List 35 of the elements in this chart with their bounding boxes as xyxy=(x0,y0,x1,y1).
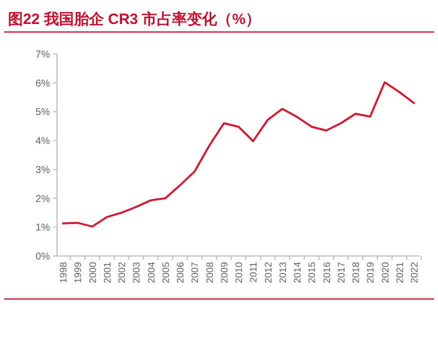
y-tick-label: 7% xyxy=(36,50,50,60)
x-tick-label: 2014 xyxy=(292,262,304,284)
x-tick-label: 2015 xyxy=(307,262,318,284)
x-tick-label: 1998 xyxy=(58,262,70,284)
x-tick-label: 2005 xyxy=(160,262,172,284)
x-tick-label: 2020 xyxy=(380,262,392,284)
x-tick-label: 2017 xyxy=(336,262,348,284)
x-tick-label: 2021 xyxy=(394,262,406,284)
y-tick-label: 5% xyxy=(36,107,50,118)
x-tick-label: 2013 xyxy=(278,262,289,284)
line-series xyxy=(62,81,415,228)
y-tick-label: 4% xyxy=(36,136,50,148)
x-tick-label: 2019 xyxy=(366,262,377,284)
x-tick-label: 1999 xyxy=(73,262,84,284)
x-tick-label: 2004 xyxy=(146,262,158,284)
y-tick-label: 0% xyxy=(36,252,50,262)
x-tick-label: 2018 xyxy=(351,262,362,284)
x-tick-label: 2001 xyxy=(102,262,114,284)
x-tick-label: 2009 xyxy=(219,262,230,284)
x-tick-label: 2008 xyxy=(204,262,216,284)
x-tick-label: 2022 xyxy=(410,262,420,284)
x-tick-label: 2000 xyxy=(88,262,99,284)
y-tick-label: 3% xyxy=(36,164,50,176)
y-tick-label: 1% xyxy=(36,222,50,234)
x-tick-label: 2012 xyxy=(263,262,274,284)
y-tick-label: 6% xyxy=(36,78,50,90)
x-tick-label: 2016 xyxy=(322,262,333,284)
y-tick-label: 2% xyxy=(36,194,50,205)
x-tick-label: 2006 xyxy=(176,262,186,284)
x-tick-label: 2007 xyxy=(190,262,202,284)
x-tick-label: 2002 xyxy=(117,262,128,284)
chart-title: 图22 我国胎企 CR3 市占率变化（%） xyxy=(8,10,261,28)
x-tick-label: 2011 xyxy=(248,262,260,282)
x-tick-label: 2010 xyxy=(234,262,245,284)
x-tick-label: 2003 xyxy=(132,262,143,284)
